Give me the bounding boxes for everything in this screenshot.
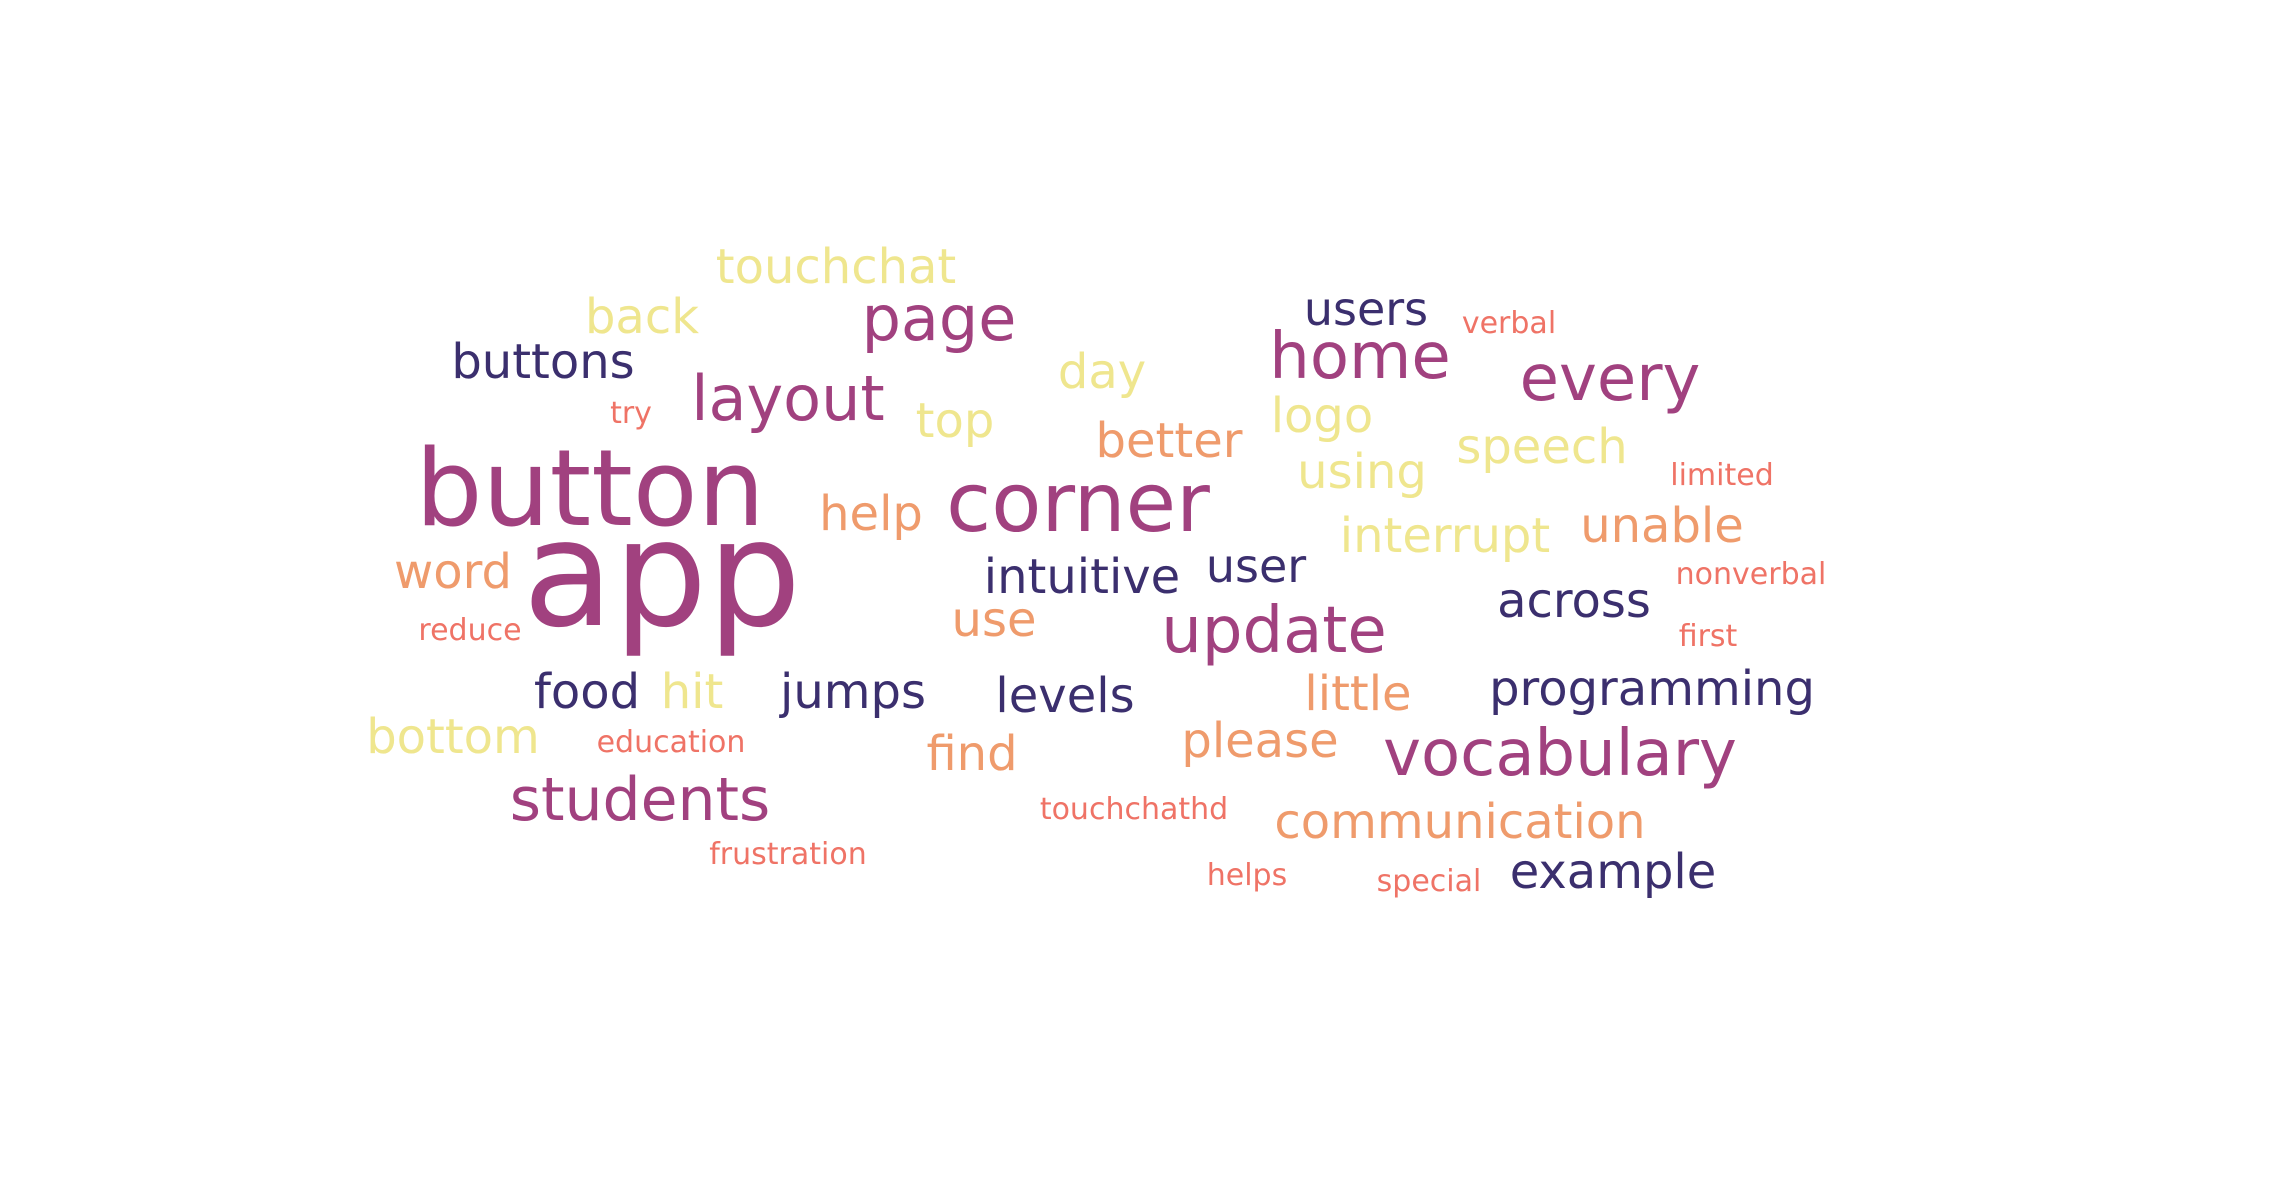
cloud-word-little: little xyxy=(1304,666,1411,722)
cloud-word-day: day xyxy=(1058,344,1146,400)
cloud-word-using: using xyxy=(1297,444,1427,500)
cloud-word-students: students xyxy=(510,765,771,835)
cloud-word-speech: speech xyxy=(1456,419,1627,475)
cloud-word-touchchathd: touchchathd xyxy=(1040,792,1228,827)
cloud-word-vocabulary: vocabulary xyxy=(1383,717,1737,791)
cloud-word-back: back xyxy=(585,289,699,345)
cloud-word-button: button xyxy=(415,427,765,550)
cloud-word-limited: limited xyxy=(1670,458,1774,493)
cloud-word-try: try xyxy=(610,396,652,431)
cloud-word-food: food xyxy=(534,664,640,720)
cloud-word-intuitive: intuitive xyxy=(984,549,1180,605)
cloud-word-communication: communication xyxy=(1274,794,1645,850)
cloud-word-buttons: buttons xyxy=(451,334,634,390)
cloud-word-unable: unable xyxy=(1580,498,1744,554)
cloud-word-nonverbal: nonverbal xyxy=(1676,557,1827,592)
cloud-word-app: app xyxy=(523,488,802,660)
cloud-word-update: update xyxy=(1161,594,1387,668)
cloud-word-example: example xyxy=(1510,844,1717,900)
cloud-word-help: help xyxy=(819,486,923,542)
cloud-word-home: home xyxy=(1269,320,1450,394)
cloud-word-hit: hit xyxy=(661,664,724,720)
cloud-word-reduce: reduce xyxy=(418,613,521,648)
cloud-word-layout: layout xyxy=(691,362,884,435)
cloud-word-frustration: frustration xyxy=(709,837,867,872)
cloud-word-touchchat: touchchat xyxy=(716,239,956,295)
cloud-word-special: special xyxy=(1377,864,1482,899)
cloud-word-education: education xyxy=(597,725,746,760)
cloud-word-levels: levels xyxy=(995,668,1134,724)
cloud-word-verbal: verbal xyxy=(1462,306,1556,341)
cloud-word-bottom: bottom xyxy=(366,709,540,765)
cloud-word-across: across xyxy=(1497,573,1651,629)
cloud-word-logo: logo xyxy=(1271,388,1374,444)
cloud-word-top: top xyxy=(916,393,995,449)
cloud-word-find: find xyxy=(926,726,1017,782)
cloud-word-interrupt: interrupt xyxy=(1340,508,1550,564)
cloud-word-helps: helps xyxy=(1207,858,1287,893)
cloud-word-programming: programming xyxy=(1489,661,1815,717)
cloud-word-first: first xyxy=(1679,619,1738,654)
cloud-word-corner: corner xyxy=(946,456,1210,551)
cloud-word-every: every xyxy=(1520,342,1701,416)
cloud-word-better: better xyxy=(1096,413,1243,469)
cloud-word-user: user xyxy=(1206,539,1306,593)
cloud-word-use: use xyxy=(952,592,1037,648)
cloud-word-users: users xyxy=(1304,282,1428,336)
cloud-word-jumps: jumps xyxy=(779,664,926,720)
cloud-word-please: please xyxy=(1181,713,1338,769)
cloud-word-word: word xyxy=(394,544,512,600)
cloud-word-page: page xyxy=(862,282,1017,355)
